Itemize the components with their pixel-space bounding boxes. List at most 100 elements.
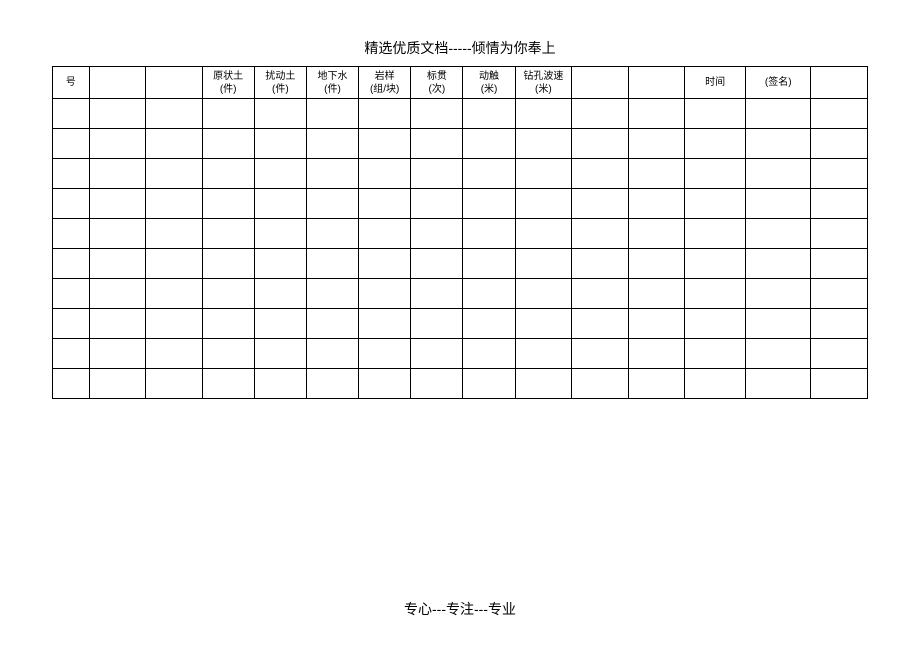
table-cell: [359, 219, 411, 249]
column-header-line1: 动触: [479, 71, 499, 82]
table-cell: [89, 99, 146, 129]
table-cell: [515, 249, 572, 279]
table-cell: [254, 129, 306, 159]
table-cell: [254, 219, 306, 249]
table-column-header: [146, 67, 203, 99]
table-cell: [254, 99, 306, 129]
table-cell: [572, 369, 629, 399]
table-cell: [53, 309, 90, 339]
table-column-header: [89, 67, 146, 99]
table-cell: [306, 369, 358, 399]
table-cell: [411, 249, 463, 279]
table-cell: [146, 159, 203, 189]
table-cell: [746, 369, 811, 399]
table-cell: [515, 159, 572, 189]
table-cell: [685, 339, 746, 369]
table-cell: [628, 279, 685, 309]
table-cell: [359, 369, 411, 399]
table-cell: [306, 339, 358, 369]
table-cell: [685, 219, 746, 249]
table-cell: [89, 189, 146, 219]
table-cell: [411, 369, 463, 399]
table-cell: [411, 99, 463, 129]
table-cell: [463, 279, 515, 309]
table-cell: [685, 279, 746, 309]
table-cell: [463, 189, 515, 219]
table-cell: [746, 309, 811, 339]
table-cell: [411, 309, 463, 339]
table-cell: [572, 99, 629, 129]
table-row: [53, 309, 868, 339]
table-cell: [746, 219, 811, 249]
table-cell: [811, 279, 868, 309]
table-cell: [53, 339, 90, 369]
table-column-header: 地下水(件): [306, 67, 358, 99]
table-cell: [685, 309, 746, 339]
table-cell: [202, 129, 254, 159]
table-cell: [359, 309, 411, 339]
table-cell: [306, 249, 358, 279]
table-cell: [202, 279, 254, 309]
table-cell: [572, 189, 629, 219]
table-cell: [515, 189, 572, 219]
table-row: [53, 189, 868, 219]
table-cell: [463, 369, 515, 399]
table-row: [53, 279, 868, 309]
table-cell: [202, 189, 254, 219]
table-cell: [515, 129, 572, 159]
table-row: [53, 249, 868, 279]
table-cell: [254, 159, 306, 189]
table-cell: [685, 369, 746, 399]
table-cell: [746, 129, 811, 159]
table-cell: [572, 219, 629, 249]
table-cell: [628, 369, 685, 399]
table-cell: [463, 249, 515, 279]
table-header: 号原状土(件)扰动土(件)地下水(件)岩样(组/块)标贯(次)动触(米)钻孔波速…: [53, 67, 868, 99]
table-cell: [146, 129, 203, 159]
table-cell: [515, 369, 572, 399]
table-cell: [89, 159, 146, 189]
table-cell: [572, 279, 629, 309]
table-column-header: 扰动土(件): [254, 67, 306, 99]
table-cell: [811, 99, 868, 129]
table-cell: [628, 129, 685, 159]
table-cell: [515, 279, 572, 309]
table-cell: [685, 99, 746, 129]
table-cell: [746, 279, 811, 309]
table-column-header: (签名): [746, 67, 811, 99]
table-cell: [463, 339, 515, 369]
table-cell: [202, 99, 254, 129]
table-cell: [685, 249, 746, 279]
table-cell: [628, 159, 685, 189]
table-column-header: [628, 67, 685, 99]
table-cell: [746, 339, 811, 369]
table-cell: [202, 159, 254, 189]
table-column-header: [811, 67, 868, 99]
table-cell: [146, 249, 203, 279]
table-cell: [515, 99, 572, 129]
table-column-header: 动触(米): [463, 67, 515, 99]
table-cell: [463, 159, 515, 189]
table-row: [53, 129, 868, 159]
table-cell: [306, 219, 358, 249]
table-column-header: [572, 67, 629, 99]
table-cell: [411, 279, 463, 309]
table-cell: [572, 129, 629, 159]
table-cell: [628, 309, 685, 339]
table-column-header: 标贯(次): [411, 67, 463, 99]
table-cell: [572, 249, 629, 279]
table-cell: [89, 339, 146, 369]
table-cell: [306, 159, 358, 189]
column-header-line1: 原状土: [213, 71, 243, 82]
table-row: [53, 339, 868, 369]
table-cell: [146, 309, 203, 339]
table-cell: [746, 159, 811, 189]
table-cell: [685, 129, 746, 159]
table-cell: [515, 219, 572, 249]
table-cell: [53, 219, 90, 249]
table-row: [53, 159, 868, 189]
table-cell: [53, 249, 90, 279]
table-cell: [359, 279, 411, 309]
table-column-header: 原状土(件): [202, 67, 254, 99]
table-header-row: 号原状土(件)扰动土(件)地下水(件)岩样(组/块)标贯(次)动触(米)钻孔波速…: [53, 67, 868, 99]
